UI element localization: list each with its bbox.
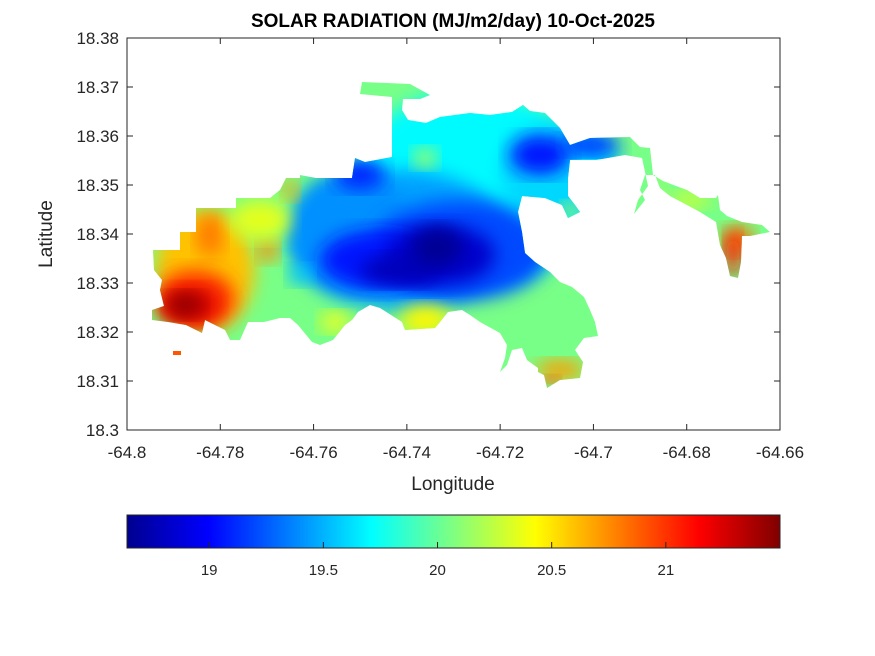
colorbar-tick-label: 21 xyxy=(657,562,674,579)
contour-blob xyxy=(320,312,350,332)
contour-blob xyxy=(288,265,312,285)
y-tick-label: 18.34 xyxy=(76,225,119,244)
y-tick-label: 18.33 xyxy=(76,274,119,293)
y-tick-label: 18.37 xyxy=(76,78,119,97)
x-tick-label: -64.76 xyxy=(289,443,337,462)
contour-blob xyxy=(560,135,620,155)
land-area xyxy=(152,82,770,388)
y-tick-label: 18.35 xyxy=(76,176,119,195)
contour-blob xyxy=(543,376,559,388)
y-tick-label: 18.36 xyxy=(76,127,119,146)
contour-blob xyxy=(670,192,710,208)
contour-blob xyxy=(196,213,224,257)
colorbar-tick-label: 20.5 xyxy=(537,562,566,579)
contour-blob xyxy=(510,135,570,175)
contour-map xyxy=(152,82,770,388)
y-axis: 18.3 18.31 18.32 18.33 18.34 18.35 18.36 18.37 1… xyxy=(76,29,780,440)
contour-blob xyxy=(562,202,578,218)
y-tick-label: 18.32 xyxy=(76,323,119,342)
contour-blob xyxy=(413,148,437,168)
colorbar-tick-label: 19.5 xyxy=(309,562,338,579)
contour-blob xyxy=(258,238,278,262)
contour-blob xyxy=(535,360,585,380)
contour-blob xyxy=(360,255,440,285)
hotspot-far-east-cay xyxy=(742,248,744,250)
contour-blob xyxy=(725,233,741,277)
x-tick-label: -64.68 xyxy=(663,443,711,462)
x-axis: -64.8 -64.78 -64.76 -64.74 -64.72 -64.7 -64.68… xyxy=(108,38,804,462)
contour-blob xyxy=(282,180,298,200)
contour-blob xyxy=(400,305,450,335)
x-tick-label: -64.78 xyxy=(196,443,244,462)
islet xyxy=(173,351,181,355)
contour-blob xyxy=(335,160,385,190)
x-tick-label: -64.72 xyxy=(476,443,524,462)
x-tick-label: -64.66 xyxy=(756,443,804,462)
contour-blob xyxy=(652,178,668,194)
contour-blob xyxy=(500,120,620,220)
y-tick-label: 18.31 xyxy=(76,372,119,391)
chart-title: SOLAR RADIATION (MJ/m2/day) 10-Oct-2025 xyxy=(251,11,655,32)
x-tick-label: -64.8 xyxy=(108,443,147,462)
y-tick-label: 18.38 xyxy=(76,29,119,48)
colorbar-ticks: 19 19.5 20 20.5 21 xyxy=(201,542,674,579)
colorbar-tick-label: 20 xyxy=(429,562,446,579)
colorbar xyxy=(126,514,781,549)
y-tick-label: 18.3 xyxy=(86,421,119,440)
contour-blob xyxy=(230,200,290,240)
contour-blob xyxy=(167,293,203,317)
colorbar-tick-label: 19 xyxy=(201,562,218,579)
x-tick-label: -64.7 xyxy=(574,443,613,462)
y-axis-label: Latitude xyxy=(36,200,57,268)
contour-blob xyxy=(412,227,462,267)
x-tick-label: -64.74 xyxy=(383,443,431,462)
x-axis-label: Longitude xyxy=(411,474,494,495)
